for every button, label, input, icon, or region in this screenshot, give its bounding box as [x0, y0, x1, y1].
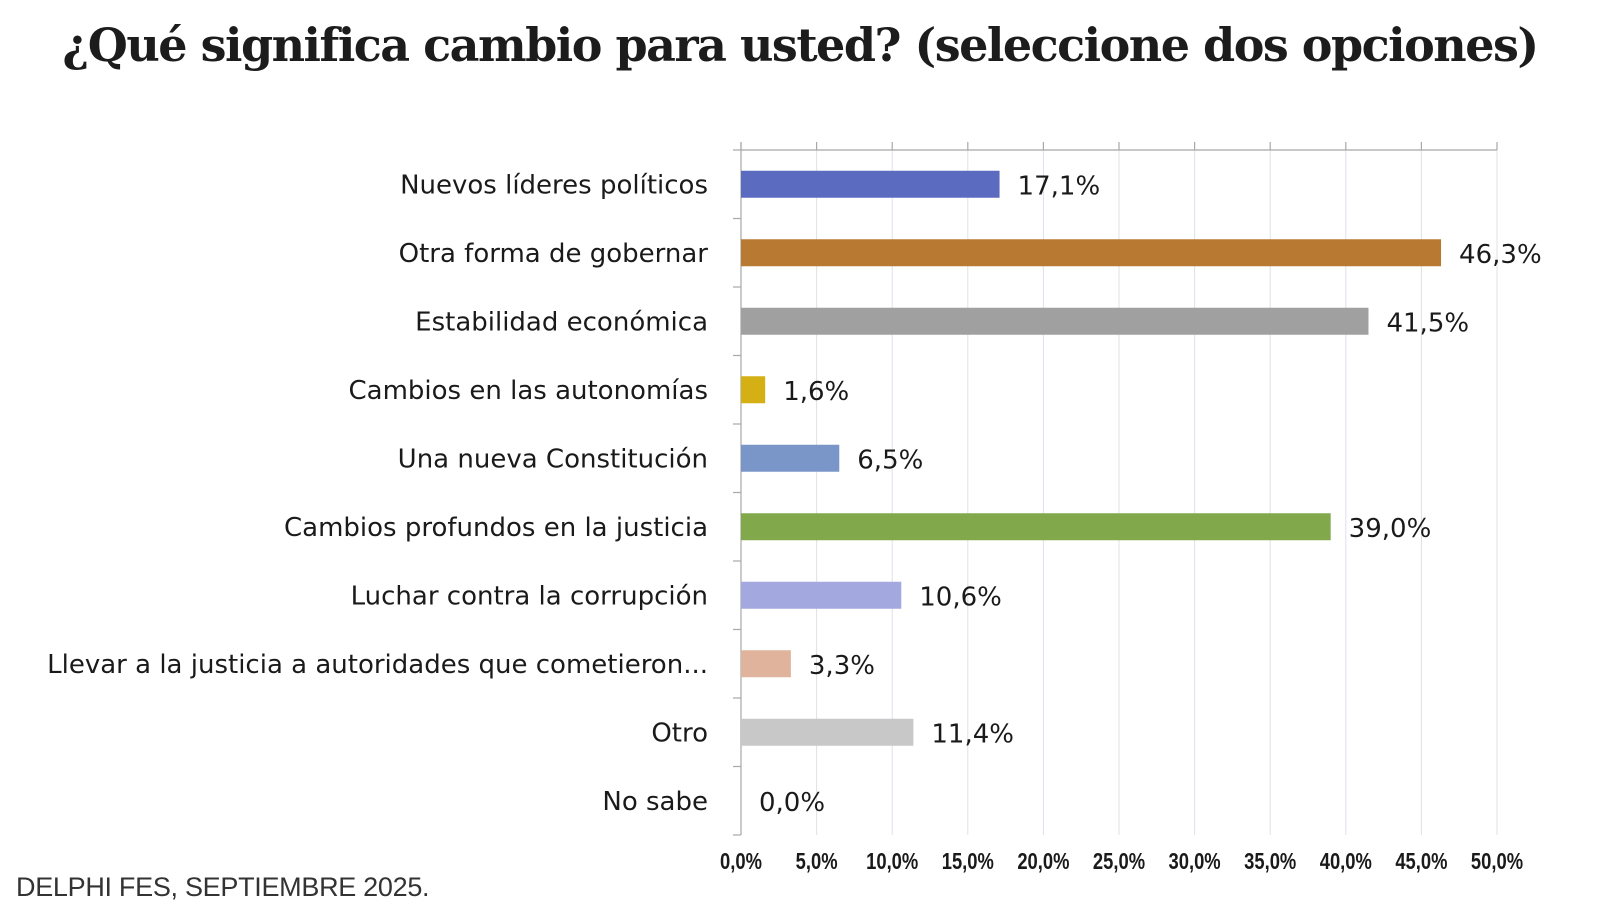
x-tick-label: 25,0%	[1093, 849, 1145, 874]
bar	[741, 239, 1442, 267]
x-tick-label: 45,0%	[1395, 849, 1447, 874]
category-labels: Nuevos líderes políticos Otra forma de go…	[47, 170, 708, 817]
category-label: Otra forma de gobernar	[399, 239, 709, 269]
bar	[741, 718, 914, 746]
category-label: Cambios en las autonomías	[349, 376, 709, 406]
x-tick-label: 50,0%	[1471, 849, 1523, 874]
value-label: 6,5%	[857, 445, 923, 475]
value-label: 39,0%	[1349, 514, 1432, 544]
tick-labels: 0,0% 5,0% 10,0% 15,0% 20,0% 25,0% 30,0% 35,0% 40…	[720, 849, 1523, 874]
value-label: 41,5%	[1386, 308, 1469, 338]
bar	[741, 650, 791, 678]
value-label: 17,1%	[1018, 171, 1101, 201]
x-tick-label: 20,0%	[1017, 849, 1069, 874]
x-tick-label: 35,0%	[1244, 849, 1296, 874]
x-tick-label: 0,0%	[720, 849, 762, 874]
category-label: Otro	[651, 718, 708, 748]
category-label: Nuevos líderes políticos	[400, 170, 708, 200]
value-label: 10,6%	[919, 582, 1002, 612]
value-label: 0,0%	[759, 788, 825, 818]
value-label: 1,6%	[783, 377, 849, 407]
category-label: Llevar a la justicia a autoridades que c…	[47, 650, 708, 680]
category-label: Estabilidad económica	[415, 307, 708, 337]
bar	[741, 170, 1000, 198]
category-label: No sabe	[602, 787, 708, 817]
value-labels: 17,1% 46,3% 41,5% 1,6% 6,5% 39,0% 10,6% 3,3% 11,…	[759, 171, 1542, 818]
value-label: 11,4%	[931, 719, 1014, 749]
chart-title: ¿Qué significa cambio para usted? (selec…	[62, 18, 1539, 72]
value-label: 46,3%	[1459, 240, 1542, 270]
bar	[741, 307, 1369, 335]
x-tick-label: 40,0%	[1320, 849, 1372, 874]
bar	[741, 376, 766, 404]
x-tick-label: 15,0%	[942, 849, 994, 874]
source-note: DELPHI FES, SEPTIEMBRE 2025.	[16, 872, 430, 902]
bars	[741, 170, 1442, 746]
bar	[741, 581, 902, 609]
bar	[741, 513, 1331, 541]
category-label: Cambios profundos en la justicia	[284, 513, 708, 543]
x-tick-label: 30,0%	[1169, 849, 1221, 874]
bar	[741, 444, 840, 472]
category-label: Una nueva Constitución	[398, 444, 708, 474]
value-label: 3,3%	[809, 651, 875, 681]
x-tick-label: 10,0%	[866, 849, 918, 874]
x-tick-label: 5,0%	[796, 849, 838, 874]
category-label: Luchar contra la corrupción	[351, 581, 708, 611]
